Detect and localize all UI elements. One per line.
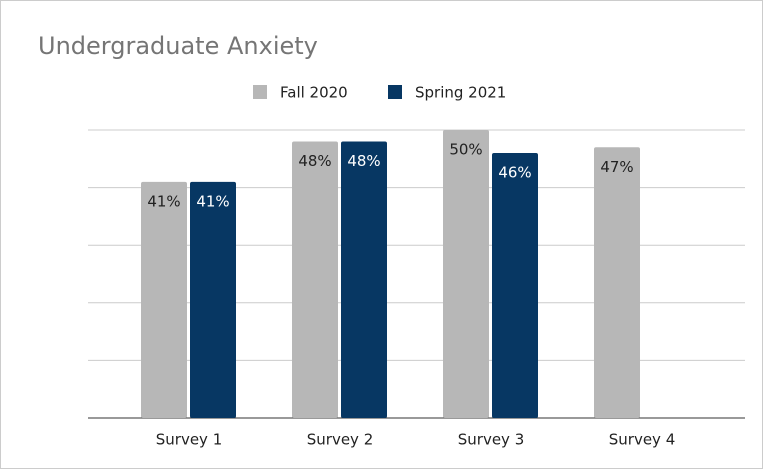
data-label: 46% (498, 164, 531, 182)
x-tick-label: Survey 3 (458, 431, 525, 449)
data-label: 50% (449, 141, 482, 159)
x-tick-label: Survey 2 (307, 431, 374, 449)
legend-label: Fall 2020 (280, 84, 348, 102)
data-label: 48% (347, 152, 380, 170)
bar (190, 181, 236, 418)
bar (594, 147, 640, 418)
data-label: 41% (196, 192, 229, 210)
bar (492, 153, 538, 419)
bar (141, 181, 187, 418)
bar (292, 141, 338, 418)
data-label: 41% (147, 192, 180, 210)
data-label: 47% (600, 158, 633, 176)
legend-label: Spring 2021 (415, 84, 506, 102)
bar (443, 130, 489, 418)
x-tick-label: Survey 1 (156, 431, 223, 449)
bar (341, 141, 387, 418)
legend-swatch (388, 85, 402, 99)
data-label: 48% (298, 152, 331, 170)
x-tick-label: Survey 4 (609, 431, 676, 449)
chart-title: Undergraduate Anxiety (38, 32, 318, 60)
legend-swatch (253, 85, 267, 99)
